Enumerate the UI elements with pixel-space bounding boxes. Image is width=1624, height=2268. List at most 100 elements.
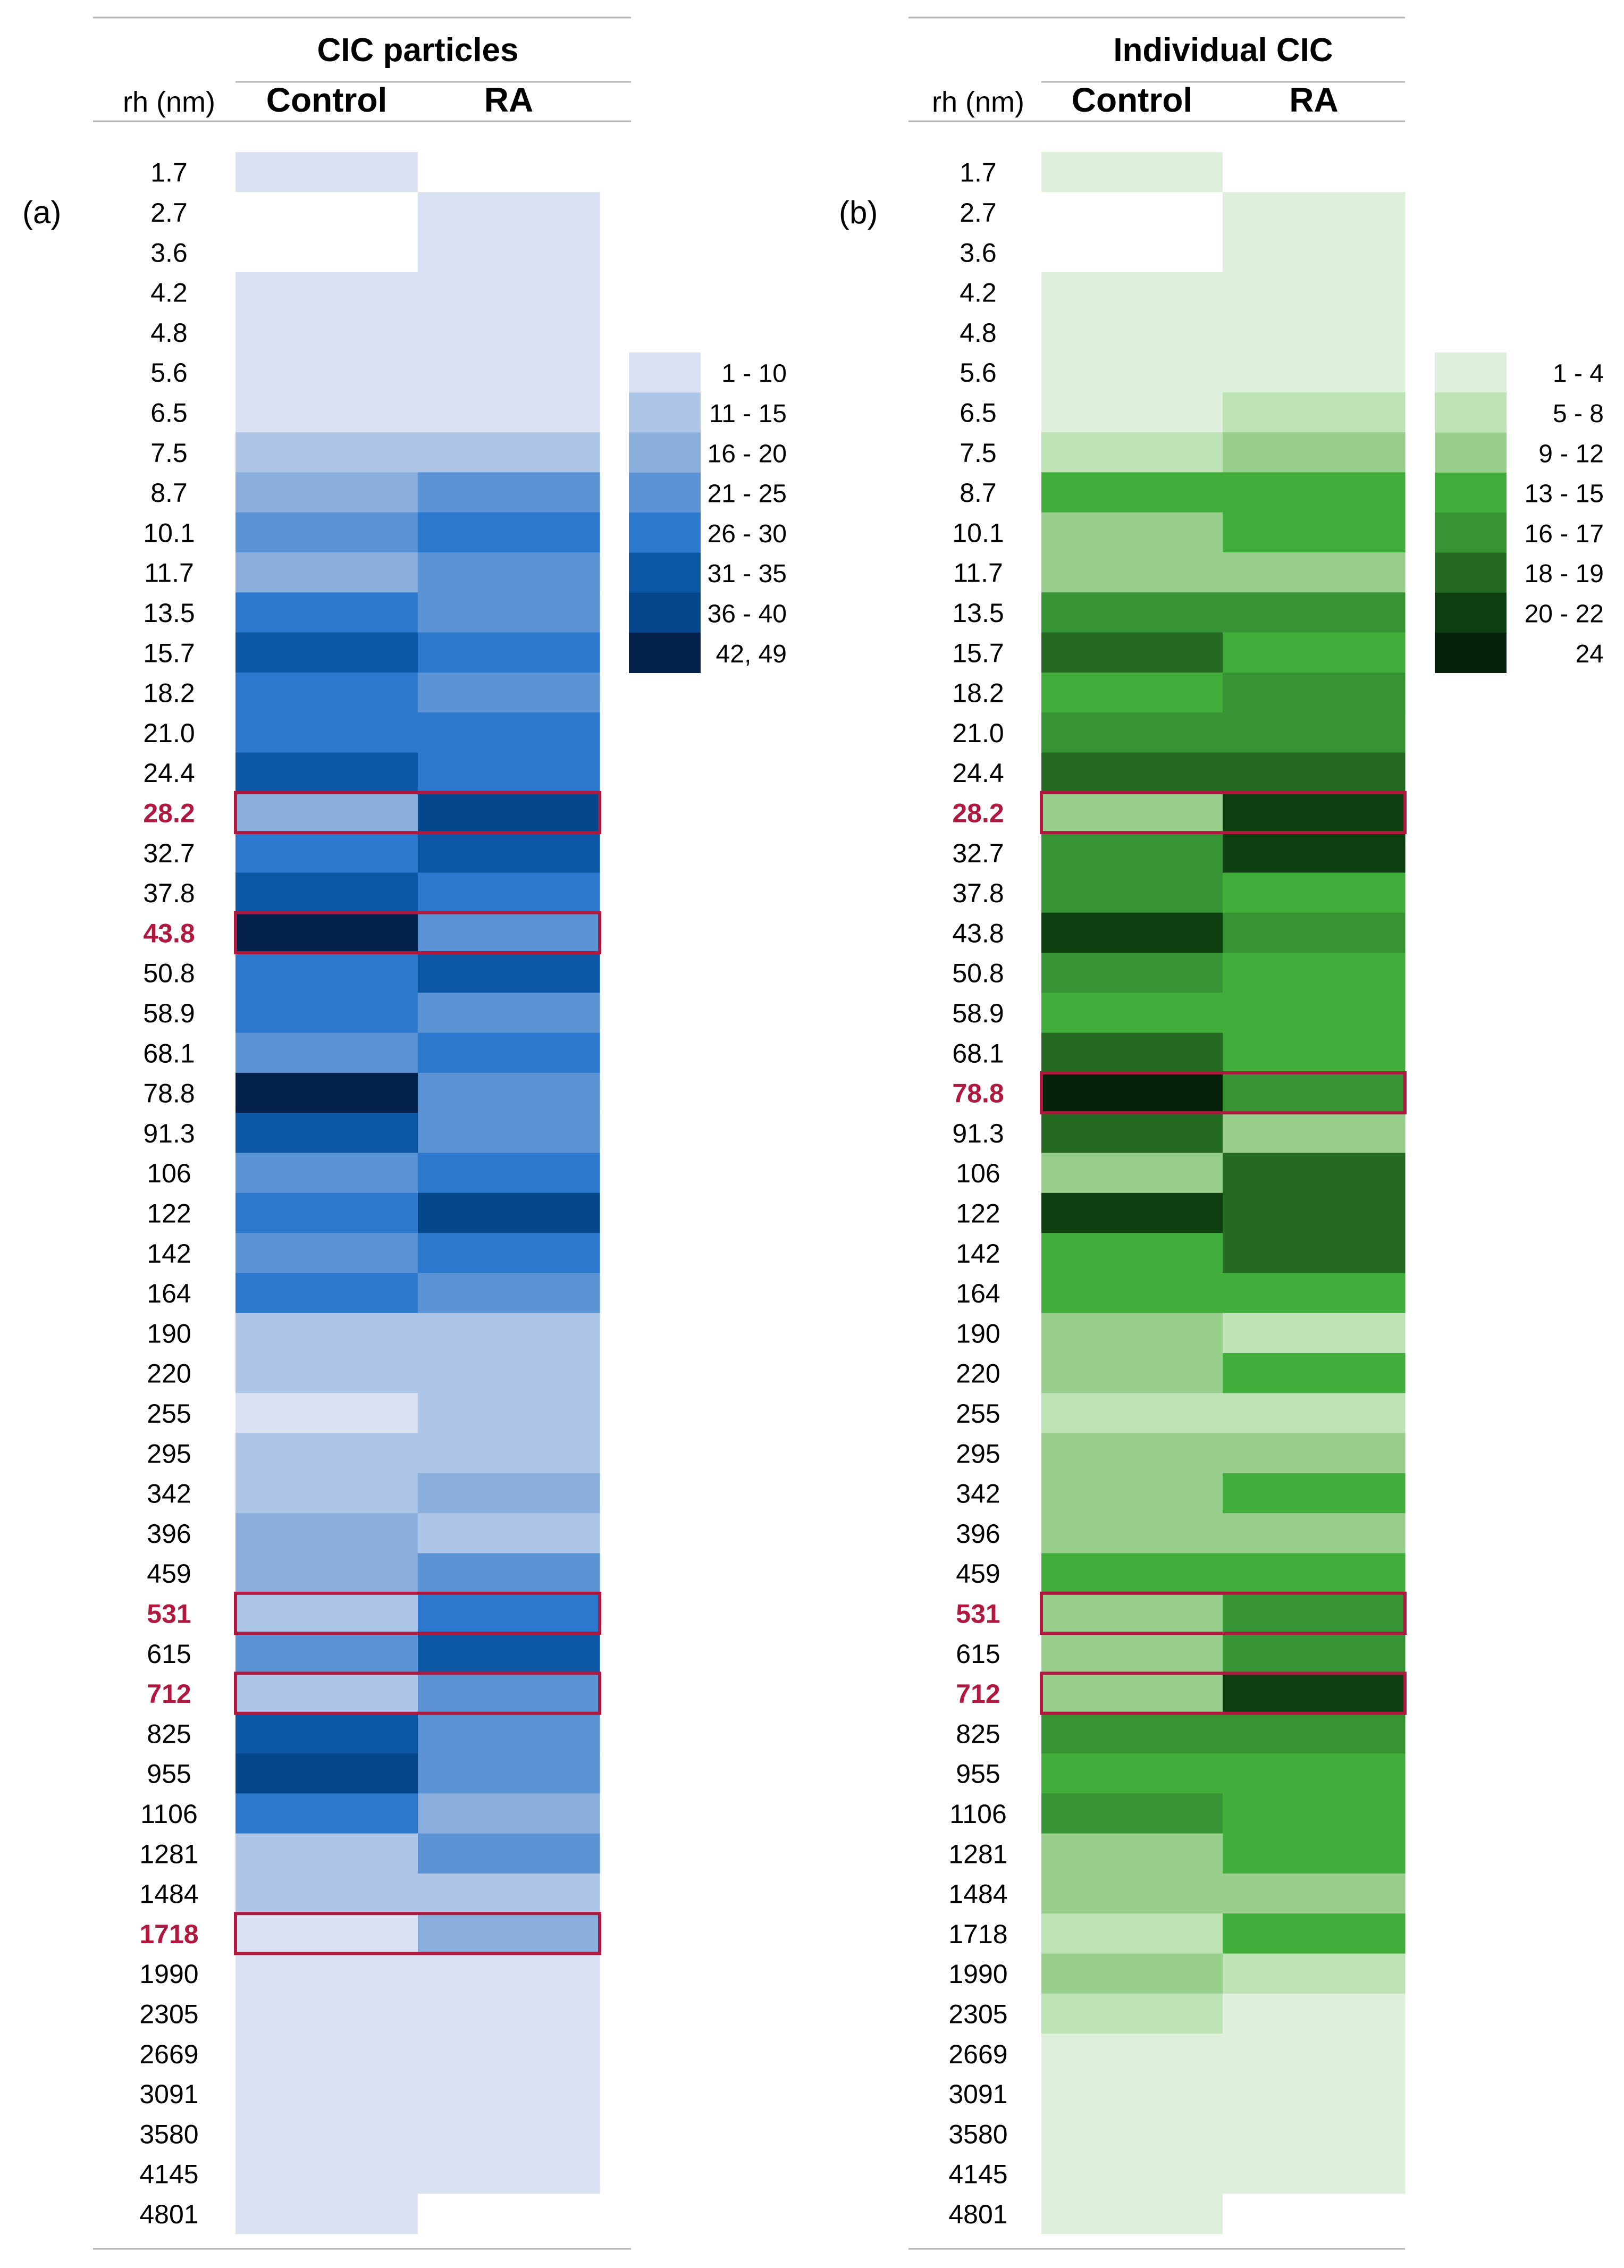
highlighted-row-label: 1718	[139, 1919, 198, 1949]
heatmap-cell	[1223, 2073, 1406, 2114]
heatmap-cell	[1041, 1593, 1223, 1634]
heatmap-cell	[1041, 552, 1223, 593]
legend-label: 24	[1576, 640, 1604, 668]
heatmap-cell	[418, 872, 600, 913]
heatmap-cell	[1223, 672, 1406, 713]
heatmap-cell	[235, 192, 418, 233]
row-label: 106	[147, 1158, 191, 1188]
heatmap-cell	[235, 552, 418, 593]
row-label: 32.7	[952, 838, 1004, 868]
row-label: 4.8	[150, 318, 188, 348]
heatmap-cell	[1041, 592, 1223, 633]
heatmap-cell	[418, 1473, 600, 1514]
row-label: 255	[956, 1399, 1000, 1429]
heatmap-cell	[235, 1393, 418, 1434]
row-label: 1484	[948, 1879, 1007, 1909]
heatmap-cell	[1223, 1353, 1406, 1393]
heatmap-cell	[1223, 752, 1406, 793]
row-label: 396	[956, 1519, 1000, 1549]
row-label: 3580	[139, 2119, 198, 2149]
heatmap-cell	[418, 1993, 600, 2034]
row-label: 2305	[139, 1999, 198, 2029]
heatmap-cell	[1041, 993, 1223, 1034]
heatmap-cell	[418, 352, 600, 393]
heatmap-cell	[1223, 1313, 1406, 1354]
row-label: 37.8	[952, 878, 1004, 908]
row-label: 220	[147, 1359, 191, 1389]
heatmap-cell	[1041, 1833, 1223, 1874]
row-label: 18.2	[143, 678, 195, 708]
row-label: 164	[147, 1279, 191, 1308]
row-label: 2669	[948, 2039, 1007, 2069]
legend-swatch	[1435, 513, 1507, 553]
heatmap-cell	[1223, 1153, 1406, 1194]
row-label: 122	[147, 1198, 191, 1228]
heatmap-cell	[1223, 272, 1406, 313]
row-label: 295	[956, 1439, 1000, 1468]
heatmap-cell	[418, 1913, 600, 1954]
row-label: 190	[956, 1318, 1000, 1348]
row-label: 342	[147, 1479, 191, 1509]
heatmap-cell	[1223, 1753, 1406, 1794]
heatmap-cell	[235, 672, 418, 713]
legend-swatch	[629, 633, 701, 673]
heatmap-cell	[235, 1633, 418, 1674]
row-label: 2305	[948, 1999, 1007, 2029]
legend-swatch	[1435, 592, 1507, 633]
heatmap-cell	[1223, 1233, 1406, 1273]
row-label: 58.9	[143, 998, 195, 1028]
panel-label: (b)	[839, 195, 878, 230]
heatmap-cell	[1041, 312, 1223, 353]
heatmap-cell	[1041, 1713, 1223, 1754]
legend-label: 21 - 25	[708, 480, 787, 508]
heatmap-cell	[1223, 1873, 1406, 1914]
row-label: 122	[956, 1198, 1000, 1228]
heatmap-cell	[418, 1113, 600, 1154]
highlight-box	[1040, 1591, 1407, 1635]
heatmap-cell	[418, 1873, 600, 1914]
legend-swatch	[629, 472, 701, 513]
legend-swatch	[1435, 392, 1507, 433]
heatmap-cell	[235, 752, 418, 793]
row-label: 106	[956, 1158, 1000, 1188]
heatmap-cell	[1041, 912, 1223, 953]
panel-label: (a)	[22, 195, 61, 230]
heatmap-cell	[1041, 1353, 1223, 1393]
row-label: 13.5	[143, 598, 195, 628]
heatmap-cell	[1041, 1913, 1223, 1954]
heatmap-cell	[418, 1793, 600, 1834]
row-label: 91.3	[952, 1119, 1004, 1148]
heatmap-cell	[1223, 1673, 1406, 1714]
heatmap-cell	[1041, 1673, 1223, 1714]
heatmap-cell	[235, 2154, 418, 2194]
row-label: 142	[147, 1239, 191, 1269]
heatmap-cell	[235, 1072, 418, 1113]
legend-label: 18 - 19	[1525, 560, 1604, 588]
heatmap-cell	[1041, 392, 1223, 433]
row-label: 3.6	[960, 238, 997, 267]
row-header-label: rh (nm)	[123, 86, 215, 118]
heatmap-cell	[235, 872, 418, 913]
heatmap-cell	[418, 2073, 600, 2114]
legend-swatch	[629, 552, 701, 593]
heatmap-cell	[1041, 1753, 1223, 1794]
row-label: 50.8	[143, 959, 195, 988]
legend-label: 26 - 30	[708, 520, 787, 548]
heatmap-cell	[1223, 552, 1406, 593]
heatmap-cell	[1223, 1993, 1406, 2034]
legend-swatch	[629, 592, 701, 633]
legend-label: 5 - 8	[1553, 400, 1604, 428]
heatmap-cell	[1223, 1393, 1406, 1434]
legend-swatch	[629, 352, 701, 393]
heatmap-cell	[418, 1433, 600, 1474]
heatmap-cell	[235, 1793, 418, 1834]
heatmap-cell	[418, 1553, 600, 1594]
row-label: 4.2	[150, 278, 188, 308]
heatmap-cell	[1223, 1433, 1406, 1474]
row-label: 43.8	[952, 918, 1004, 948]
heatmap-cell	[418, 272, 600, 313]
heatmap-cell	[235, 1113, 418, 1154]
heatmap-cell	[235, 712, 418, 753]
heatmap-cell	[1041, 1233, 1223, 1273]
heatmap-cell	[235, 1032, 418, 1073]
